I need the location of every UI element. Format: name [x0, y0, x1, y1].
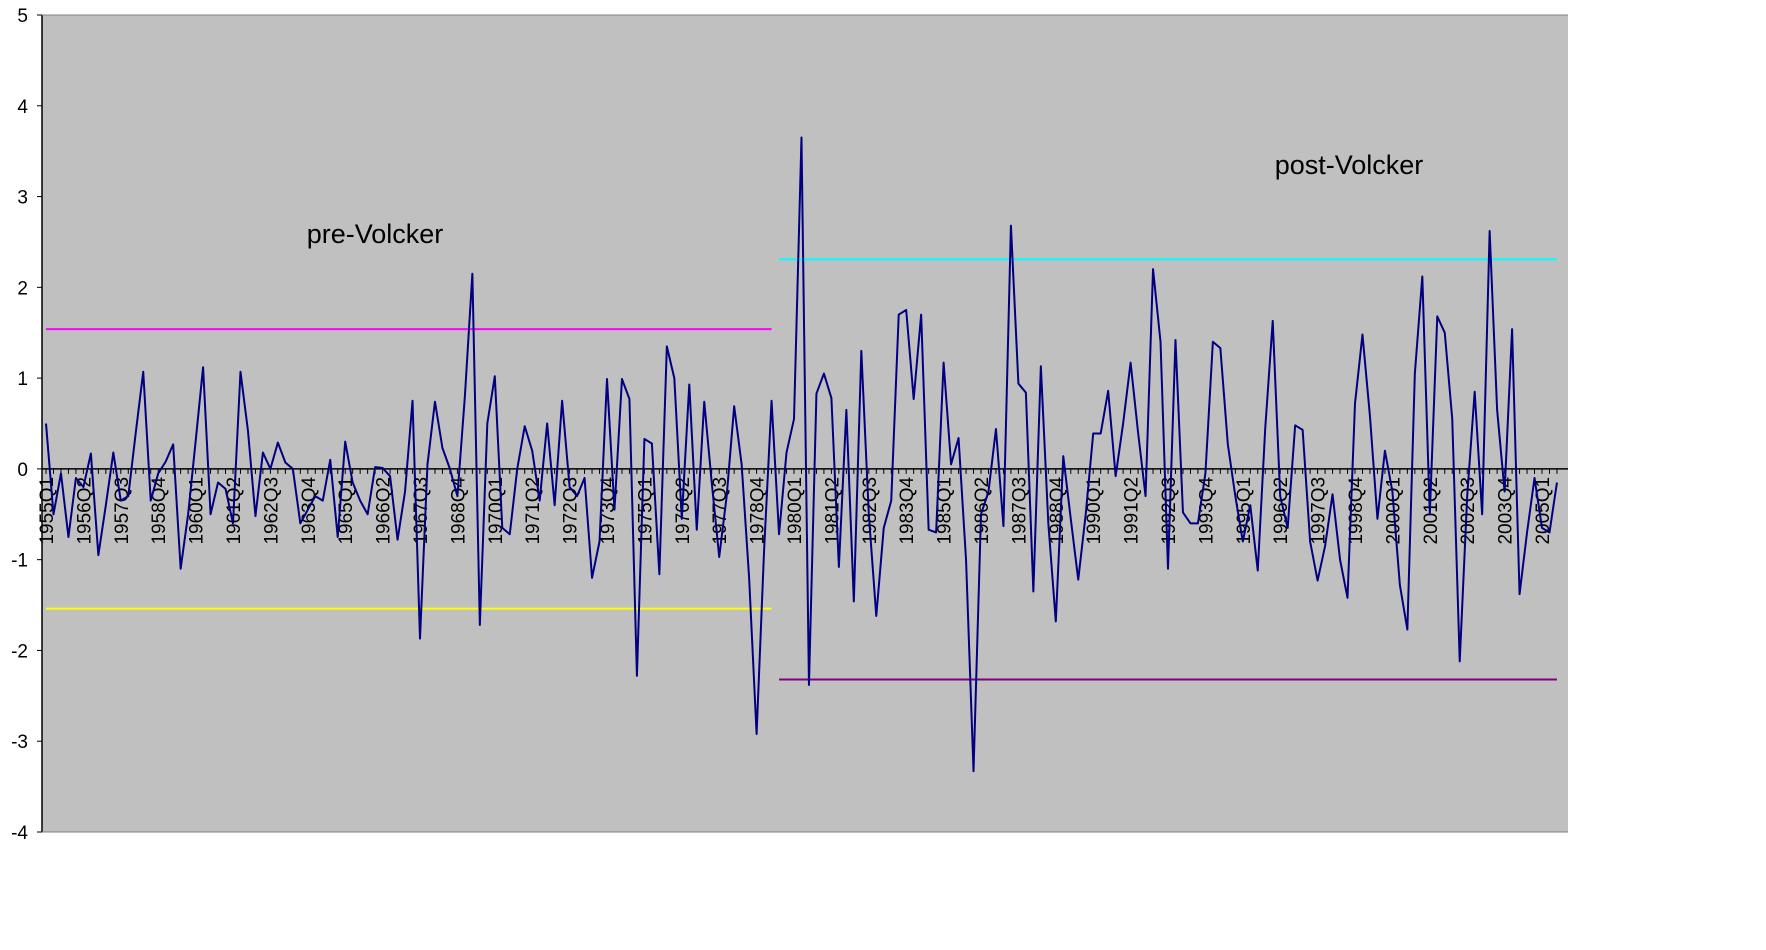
x-tick-label: 1976Q2: [673, 477, 694, 545]
x-tick-label: 1963Q4: [299, 476, 320, 544]
x-tick-label: 2005Q1: [1533, 477, 1554, 545]
x-tick-label: 1960Q1: [187, 477, 208, 545]
x-tick-label: 1975Q1: [635, 477, 656, 545]
x-tick-label: 1995Q1: [1234, 477, 1255, 545]
x-tick-label: 2003Q4: [1496, 476, 1517, 544]
x-tick-label: 1997Q3: [1309, 477, 1330, 545]
x-tick-label: 1987Q3: [1009, 477, 1030, 545]
y-tick-label: 3: [17, 188, 28, 209]
x-tick-label: 1962Q3: [261, 477, 282, 545]
annotation: post-Volcker: [1275, 150, 1424, 180]
x-tick-label: 1982Q3: [860, 477, 881, 545]
y-tick-label: 0: [17, 460, 28, 481]
x-tick-label: 1967Q3: [411, 477, 432, 545]
x-tick-label: 1968Q4: [448, 476, 469, 544]
y-tick-label: 4: [17, 97, 28, 118]
x-tick-label: 1981Q2: [822, 477, 843, 545]
y-tick-label: 2: [17, 278, 28, 299]
x-tick-label: 1966Q2: [374, 477, 395, 545]
y-tick-label: -4: [11, 823, 28, 844]
x-tick-label: 1991Q2: [1122, 477, 1143, 545]
x-tick-label: 1980Q1: [785, 477, 806, 545]
x-tick-label: 1970Q1: [486, 477, 507, 545]
x-tick-label: 1985Q1: [935, 477, 956, 545]
x-tick-label: 1972Q3: [561, 477, 582, 545]
y-tick-label: 1: [17, 369, 28, 390]
x-tick-label: 1978Q4: [748, 476, 769, 544]
x-tick-label: 1956Q2: [74, 477, 95, 545]
x-tick-label: 1958Q4: [149, 476, 170, 544]
y-tick-label: -3: [11, 732, 28, 753]
y-tick-label: 5: [17, 6, 28, 27]
x-tick-label: 2001Q2: [1421, 477, 1442, 545]
x-tick-label: 1990Q1: [1084, 477, 1105, 545]
y-tick-label: -1: [11, 551, 28, 572]
x-tick-label: 2002Q3: [1458, 477, 1479, 545]
y-tick-label: -2: [11, 641, 28, 662]
x-tick-label: 1983Q4: [897, 476, 918, 544]
data-line: [45, 136, 1558, 773]
annotation: pre-Volcker: [307, 219, 444, 249]
